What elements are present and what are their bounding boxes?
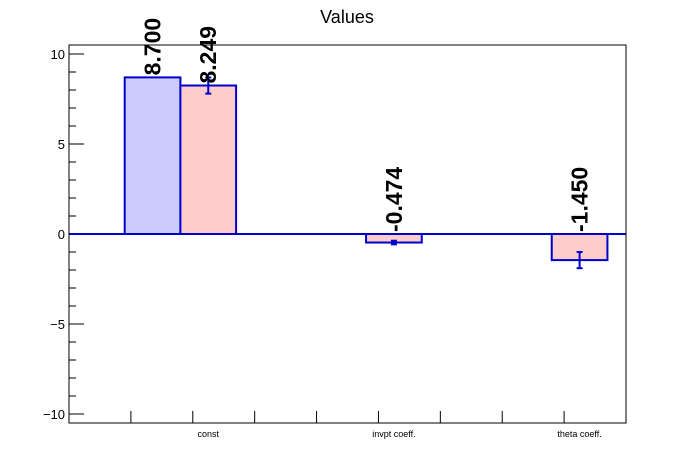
y-tick-label: 0: [58, 227, 65, 242]
y-tick-label: −5: [50, 317, 65, 332]
data-label: 8.249: [195, 26, 221, 84]
data-label: -1.450: [567, 167, 593, 232]
y-tick-label: 10: [51, 47, 65, 62]
plot-frame: [68, 44, 627, 424]
chart-title: Values: [320, 7, 374, 27]
x-category-label: invpt coeff.: [372, 429, 415, 439]
bar-const-s2: [179, 84, 238, 235]
y-tick-label: −10: [43, 407, 65, 422]
data-label: 8.700: [140, 18, 166, 76]
x-category-label: theta coeff.: [557, 429, 601, 439]
x-category-label: const: [197, 429, 219, 439]
bar-const-s1: [123, 76, 182, 236]
data-label: -0.474: [381, 167, 407, 232]
plot-area: −10 −5 0 5 10 const invpt coeff. theta coeff. 8.…: [43, 18, 627, 439]
y-tick-label: 5: [58, 137, 65, 152]
